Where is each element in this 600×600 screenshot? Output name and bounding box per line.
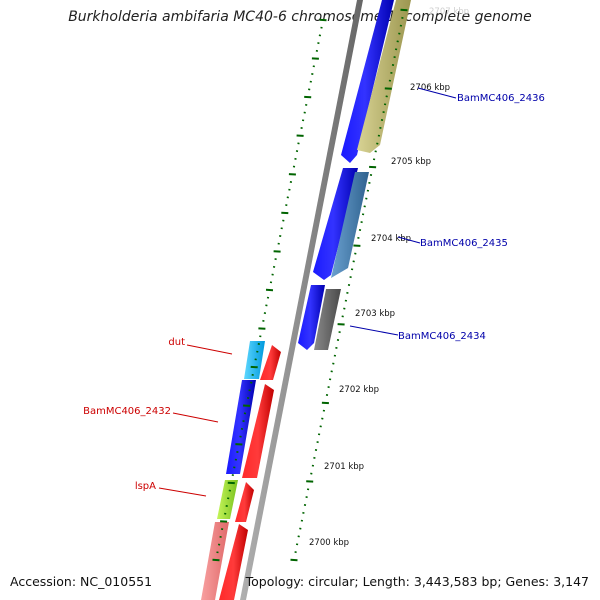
gene-lspA [217, 480, 238, 519]
tick-labels: 2707 kbp 2706 kbp 2705 kbp 2704 kbp 2703… [309, 7, 469, 548]
tick-label-2707: 2707 kbp [429, 7, 469, 17]
gene-label-BamMC406_2432: BamMC406_2432 [83, 406, 171, 417]
gene-BamMC406_2435 [331, 172, 369, 278]
gene-BamMC406_2432 [226, 380, 256, 474]
right-gene-labels: BamMC406_2436 BamMC406_2435 BamMC406_243… [349, 87, 545, 342]
accession-text: Accession: NC_010551 [10, 574, 153, 589]
gene-dut [244, 341, 265, 379]
gene-label-dut: dut [168, 337, 185, 348]
gene-bottom-pink [201, 522, 229, 600]
map-title: Burkholderia ambifaria MC40-6 chromosome… [68, 9, 532, 25]
gene-label-BamMC406_2436: BamMC406_2436 [457, 93, 545, 104]
tick-label-2704: 2704 kbp [371, 234, 411, 244]
gene-BamMC406_2436 [357, 0, 411, 153]
forward-strand-blue-cds [298, 0, 394, 350]
backbone [240, 0, 363, 600]
left-gene-labels: dut BamMC406_2432 lspA [83, 337, 233, 497]
gene-dut-partner [260, 345, 281, 380]
tick-label-2703: 2703 kbp [355, 309, 395, 319]
tick-label-2706: 2706 kbp [410, 83, 450, 93]
gene-label-BamMC406_2435: BamMC406_2435 [420, 238, 508, 249]
tick-label-2700: 2700 kbp [309, 538, 349, 548]
gene-BamMC406_2434 [314, 289, 341, 350]
inner-tick-marks [212, 18, 327, 562]
gene-bottom-red [219, 524, 248, 600]
tick-label-2702: 2702 kbp [339, 385, 379, 395]
gene-label-lspA: lspA [135, 481, 156, 492]
gene-label-BamMC406_2434: BamMC406_2434 [398, 331, 486, 342]
tick-label-2701: 2701 kbp [324, 462, 364, 472]
gene-lspA-partner [235, 482, 254, 522]
outer-tick-marks [290, 8, 408, 562]
gene-BamMC406_2432-partner [242, 384, 274, 478]
genome-summary-text: Topology: circular; Length: 3,443,583 bp… [245, 574, 589, 589]
tick-label-2705: 2705 kbp [391, 157, 431, 167]
